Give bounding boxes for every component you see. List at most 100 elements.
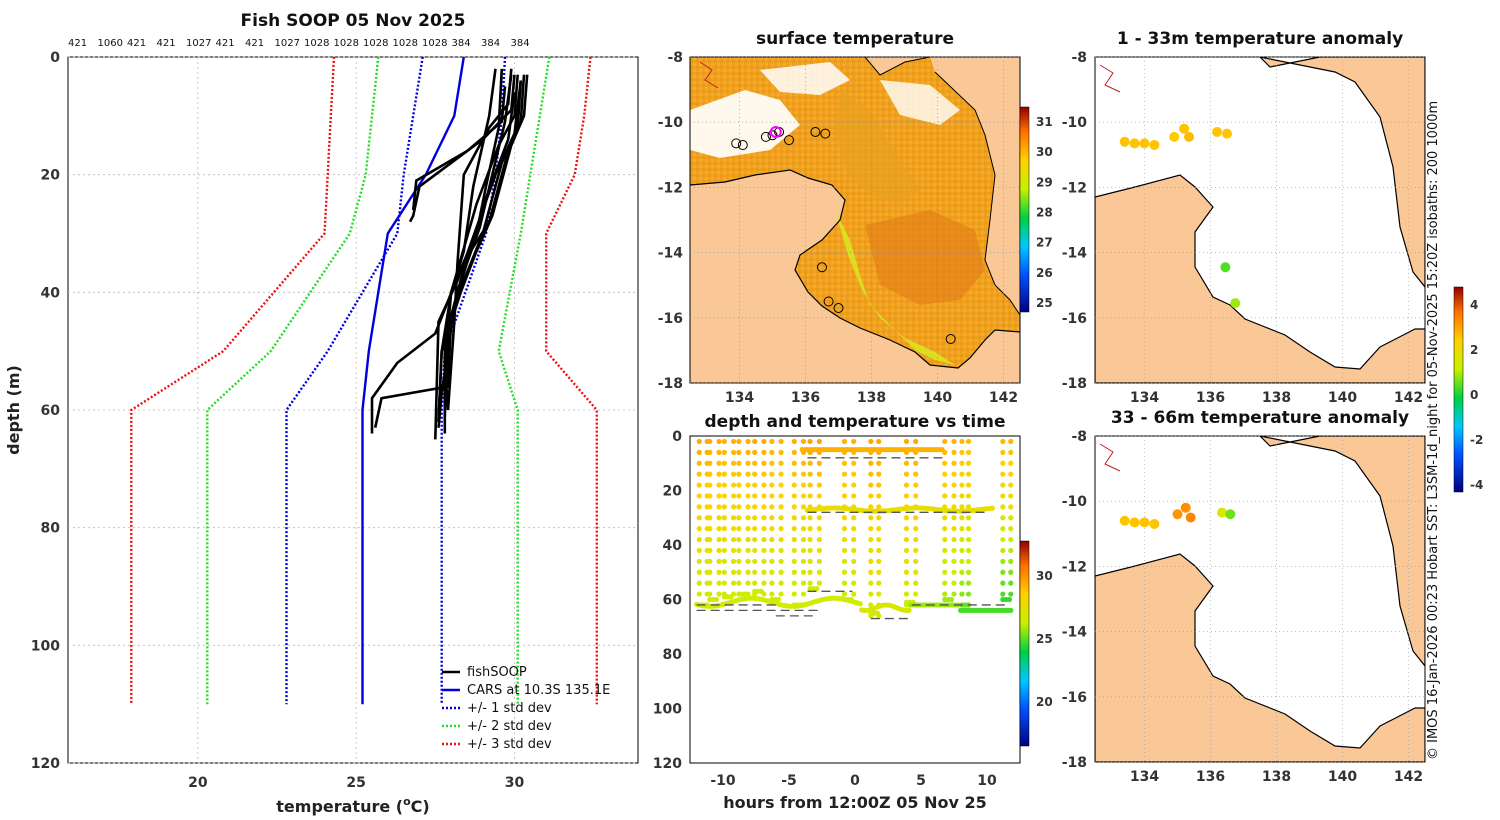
time-data-point xyxy=(800,558,807,564)
time-data-point xyxy=(816,569,822,575)
time-data-point xyxy=(1008,471,1014,477)
sst-station-marker xyxy=(833,303,844,314)
time-data-point xyxy=(1008,460,1014,466)
profile-series-line xyxy=(361,56,465,705)
time-data-point xyxy=(868,602,874,608)
time-data-point xyxy=(778,526,784,532)
time-data-point xyxy=(791,438,797,445)
time-data-point xyxy=(1008,515,1014,521)
sst-station-marker xyxy=(760,131,771,142)
sst-colorbar-ticks: 25 26 27 28 29 30 31 xyxy=(1036,115,1053,310)
time-data-point xyxy=(876,438,882,445)
profile-top-label: 384 xyxy=(511,38,530,49)
time-data-point xyxy=(951,591,957,597)
profile-y-tick-label: 20 xyxy=(41,168,61,184)
time-data-point xyxy=(959,580,965,586)
time-data-point xyxy=(1000,515,1006,521)
time-data-point xyxy=(707,449,713,455)
time-data-point xyxy=(942,526,948,532)
time-data-point xyxy=(876,493,882,499)
time-data-point xyxy=(721,438,727,445)
time-data-point xyxy=(942,482,948,488)
time-data-point xyxy=(965,438,972,445)
time-data-point xyxy=(752,536,758,543)
time-data-point xyxy=(876,471,882,477)
sst-y-tick-label: -12 xyxy=(658,180,683,196)
time-data-point xyxy=(778,547,784,554)
profile-grid xyxy=(68,56,638,764)
anomaly-map-2-point xyxy=(1185,512,1196,523)
time-data-point xyxy=(942,493,948,499)
time-data-point xyxy=(903,569,910,575)
time-data-point xyxy=(942,547,948,554)
time-data-point xyxy=(736,493,742,499)
time-data-point xyxy=(736,536,742,543)
time-data-point xyxy=(868,547,874,554)
time-data-point xyxy=(752,526,758,532)
time-data-point xyxy=(761,471,767,477)
sst-station-marker xyxy=(823,296,834,307)
sst-x-ticks: 134 136 138 140 142 xyxy=(725,390,1018,406)
anomaly-map-1-x-tick-label: 140 xyxy=(1328,390,1357,406)
time-data-point xyxy=(791,569,797,575)
time-data-point xyxy=(707,526,713,532)
time-data-point xyxy=(913,438,919,445)
time-data-point xyxy=(868,558,874,564)
time-data-point xyxy=(769,482,775,488)
time-data-point xyxy=(752,580,758,586)
anomaly-map-1-y-tick-label: -10 xyxy=(1062,115,1088,131)
time-data-point xyxy=(1000,526,1006,532)
profile-fishsoop-lines xyxy=(370,68,529,440)
time-data-point xyxy=(761,482,767,488)
time-data-point xyxy=(736,449,742,455)
time-data-point xyxy=(942,569,948,575)
time-data-point xyxy=(707,438,713,445)
sst-station-markers xyxy=(731,125,956,344)
time-data-point xyxy=(959,547,965,554)
time-data-point xyxy=(942,515,948,521)
profile-fishsoop-line xyxy=(411,86,507,211)
anomaly-map-1-y-tick-label: -14 xyxy=(1062,246,1088,262)
sst-x-tick-label: 136 xyxy=(791,390,820,406)
time-data-point xyxy=(807,515,813,521)
time-data-point xyxy=(736,504,742,510)
sst-map-panel: surface temperature 134 136 138 140 142 -8 -1… xyxy=(658,29,1053,406)
time-data-point xyxy=(807,547,813,554)
time-data-point xyxy=(851,569,857,575)
profile-x-label-end: C) xyxy=(411,797,430,816)
time-data-point xyxy=(761,526,767,532)
profile-top-label: 421 xyxy=(68,38,87,49)
sst-station-marker xyxy=(731,138,742,149)
time-data-point xyxy=(769,547,775,554)
anomaly-map-2-point xyxy=(1180,502,1191,513)
time-x-tick-label: 10 xyxy=(977,773,997,789)
time-data-point xyxy=(769,438,775,445)
time-data-point xyxy=(716,482,722,488)
sst-colorbar-tick-label: 30 xyxy=(1036,145,1053,159)
time-data-point xyxy=(745,536,751,543)
time-data-point xyxy=(942,591,948,597)
time-data-point xyxy=(965,504,972,510)
anomaly-map-1-point xyxy=(1139,138,1150,149)
time-data-point xyxy=(716,493,722,499)
time-data-point xyxy=(841,482,848,488)
profile-x-tick-label: 30 xyxy=(505,775,525,791)
time-data-point xyxy=(965,471,972,477)
time-data-point xyxy=(745,460,751,466)
anomaly-map-1-area xyxy=(1095,57,1425,383)
profile-fishsoop-line xyxy=(437,74,529,422)
time-data-point xyxy=(800,515,807,521)
time-data-point xyxy=(736,547,742,554)
time-data-point xyxy=(913,471,919,477)
time-data-point xyxy=(707,493,713,499)
time-data-point xyxy=(761,449,767,455)
sst-station-marker xyxy=(817,262,827,273)
sst-coastline-east xyxy=(864,57,1020,316)
time-data-point xyxy=(851,547,857,554)
time-data-point xyxy=(730,438,737,445)
time-data-point xyxy=(841,515,848,521)
time-data-point xyxy=(903,471,910,477)
time-data-point xyxy=(761,558,767,564)
profile-series xyxy=(130,56,598,705)
time-data-point xyxy=(761,493,767,499)
